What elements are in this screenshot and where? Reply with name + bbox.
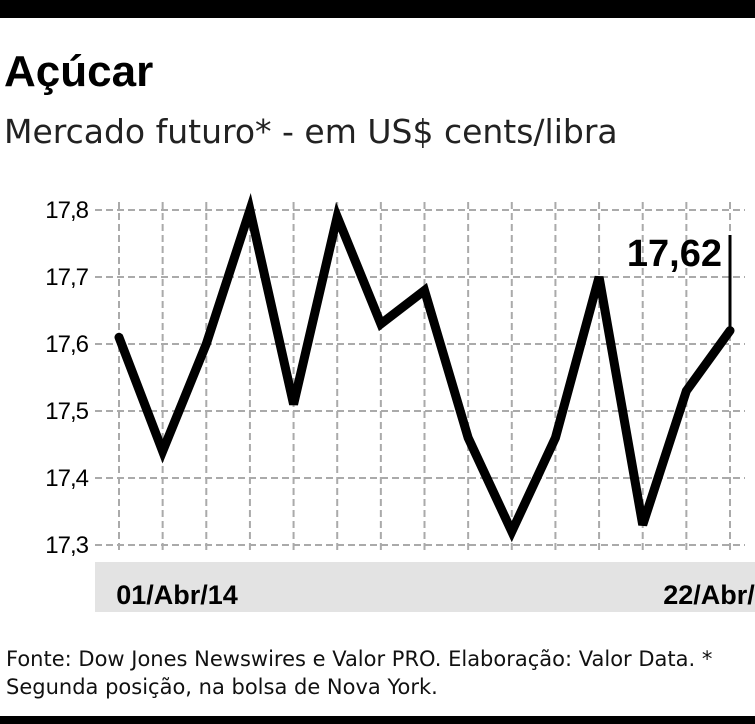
line bbox=[114, 193, 735, 543]
y-tick-label: 17,6 bbox=[45, 331, 88, 358]
x-tick-label: 22/Abr/14 bbox=[663, 580, 755, 610]
source-note: Fonte: Dow Jones Newswires e Valor PRO. … bbox=[6, 647, 713, 699]
y-tick-label: 17,5 bbox=[45, 398, 88, 425]
bottom-bar bbox=[0, 716, 755, 724]
x-tick-label: 01/Abr/14 bbox=[116, 580, 238, 610]
x-axis-band bbox=[95, 562, 755, 612]
y-tick-label: 17,4 bbox=[45, 465, 88, 492]
y-tick-label: 17,8 bbox=[45, 197, 88, 224]
chart-title: Açúcar bbox=[4, 47, 153, 96]
y-tick-label: 17,7 bbox=[45, 264, 88, 291]
chart-subtitle: Mercado futuro* - em US$ cents/libra bbox=[4, 112, 618, 151]
y-tick-label: 17,3 bbox=[45, 532, 88, 559]
value-label: 17,62 bbox=[627, 233, 722, 275]
top-bar bbox=[0, 0, 755, 18]
